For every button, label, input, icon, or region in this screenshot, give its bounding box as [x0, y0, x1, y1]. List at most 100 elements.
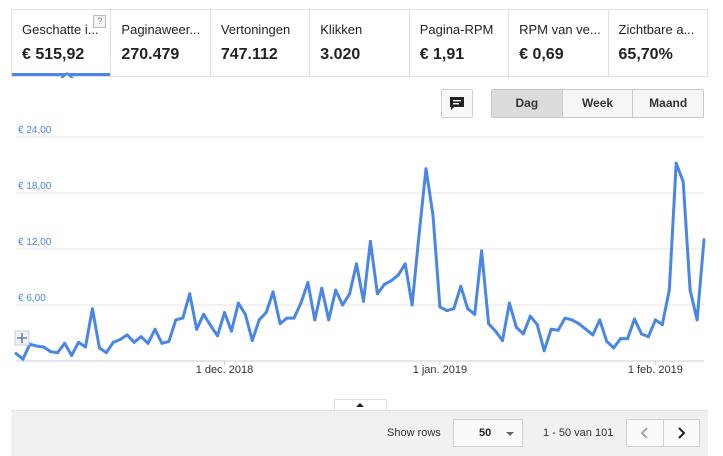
data-point[interactable]: [209, 324, 213, 328]
collapse-chart-toggle[interactable]: [334, 399, 387, 410]
period-week-button[interactable]: Week: [562, 90, 634, 117]
data-point[interactable]: [577, 322, 581, 326]
data-point[interactable]: [396, 273, 400, 277]
data-point[interactable]: [146, 341, 150, 345]
data-point[interactable]: [188, 292, 192, 296]
data-point[interactable]: [612, 346, 616, 350]
data-point[interactable]: [626, 337, 630, 341]
data-point[interactable]: [494, 329, 498, 333]
data-point[interactable]: [257, 318, 261, 322]
data-point[interactable]: [320, 286, 324, 290]
data-point[interactable]: [389, 279, 393, 283]
data-point[interactable]: [313, 318, 317, 322]
data-point[interactable]: [619, 337, 623, 341]
metric-tab-estimated-earnings[interactable]: Geschatte i... € 515,92 ?: [12, 10, 112, 76]
help-icon[interactable]: ?: [93, 15, 107, 28]
data-point[interactable]: [403, 262, 407, 266]
data-point[interactable]: [424, 167, 428, 171]
data-point[interactable]: [229, 329, 233, 333]
data-point[interactable]: [438, 305, 442, 309]
data-point[interactable]: [299, 301, 303, 305]
annotations-button[interactable]: [441, 89, 473, 118]
data-point[interactable]: [285, 316, 289, 320]
data-point[interactable]: [341, 303, 345, 307]
data-point[interactable]: [549, 327, 553, 331]
next-page-button[interactable]: [663, 420, 699, 446]
data-point[interactable]: [70, 353, 74, 357]
data-point[interactable]: [507, 301, 511, 305]
data-point[interactable]: [97, 346, 101, 350]
data-point[interactable]: [535, 323, 539, 327]
data-point[interactable]: [222, 310, 226, 314]
metric-tab-impressions[interactable]: Vertoningen 747.112: [211, 10, 311, 76]
data-point[interactable]: [473, 312, 477, 316]
data-point[interactable]: [35, 344, 39, 348]
data-point[interactable]: [368, 240, 372, 244]
data-point[interactable]: [63, 341, 67, 345]
data-point[interactable]: [528, 314, 532, 318]
data-point[interactable]: [542, 349, 546, 353]
data-point[interactable]: [639, 332, 643, 336]
data-point[interactable]: [556, 328, 560, 332]
period-day-button[interactable]: Dag: [492, 90, 563, 117]
data-point[interactable]: [160, 341, 164, 345]
data-point[interactable]: [14, 352, 18, 356]
data-point[interactable]: [514, 325, 518, 329]
data-point[interactable]: [306, 281, 310, 285]
data-point[interactable]: [21, 357, 25, 361]
period-month-button[interactable]: Maand: [633, 90, 703, 117]
data-point[interactable]: [591, 333, 595, 337]
data-point[interactable]: [695, 318, 699, 322]
data-point[interactable]: [77, 340, 81, 344]
data-point[interactable]: [83, 345, 87, 349]
data-point[interactable]: [236, 301, 240, 305]
data-point[interactable]: [598, 318, 602, 322]
metric-tab-impression-rpm[interactable]: RPM van ve... € 0,69: [509, 10, 609, 76]
data-point[interactable]: [702, 238, 706, 242]
data-point[interactable]: [445, 309, 449, 313]
data-point[interactable]: [202, 312, 206, 316]
data-point[interactable]: [660, 323, 664, 327]
data-point[interactable]: [646, 335, 650, 339]
add-annotation-icon[interactable]: [14, 330, 30, 346]
data-point[interactable]: [382, 282, 386, 286]
data-point[interactable]: [653, 318, 657, 322]
data-point[interactable]: [375, 292, 379, 296]
data-point[interactable]: [56, 351, 60, 355]
data-point[interactable]: [153, 327, 157, 331]
previous-page-button[interactable]: [627, 420, 664, 446]
data-point[interactable]: [584, 327, 588, 331]
metric-tab-page-rpm[interactable]: Pagina-RPM € 1,91: [410, 10, 510, 76]
data-point[interactable]: [348, 292, 352, 296]
data-point[interactable]: [563, 316, 567, 320]
data-point[interactable]: [667, 288, 671, 292]
data-point[interactable]: [42, 345, 46, 349]
data-point[interactable]: [125, 333, 129, 337]
data-point[interactable]: [334, 288, 338, 292]
data-point[interactable]: [633, 317, 637, 321]
data-point[interactable]: [674, 161, 678, 165]
data-point[interactable]: [459, 284, 463, 288]
data-point[interactable]: [104, 351, 108, 355]
data-point[interactable]: [688, 288, 692, 292]
data-point[interactable]: [250, 338, 254, 342]
data-point[interactable]: [681, 180, 685, 184]
data-point[interactable]: [327, 318, 331, 322]
metric-tab-page-views[interactable]: Paginaweer... 270.479: [111, 10, 211, 76]
data-point[interactable]: [216, 334, 220, 338]
data-point[interactable]: [466, 307, 470, 311]
data-point[interactable]: [480, 249, 484, 253]
data-point[interactable]: [500, 338, 504, 342]
data-point[interactable]: [605, 339, 609, 343]
data-point[interactable]: [90, 307, 94, 311]
data-point[interactable]: [111, 340, 115, 344]
data-point[interactable]: [271, 290, 275, 294]
data-point[interactable]: [174, 318, 178, 322]
data-point[interactable]: [431, 213, 435, 217]
data-point[interactable]: [452, 307, 456, 311]
data-point[interactable]: [361, 299, 365, 303]
data-point[interactable]: [570, 318, 574, 322]
data-point[interactable]: [243, 312, 247, 316]
data-point[interactable]: [195, 327, 199, 331]
data-point[interactable]: [521, 332, 525, 336]
